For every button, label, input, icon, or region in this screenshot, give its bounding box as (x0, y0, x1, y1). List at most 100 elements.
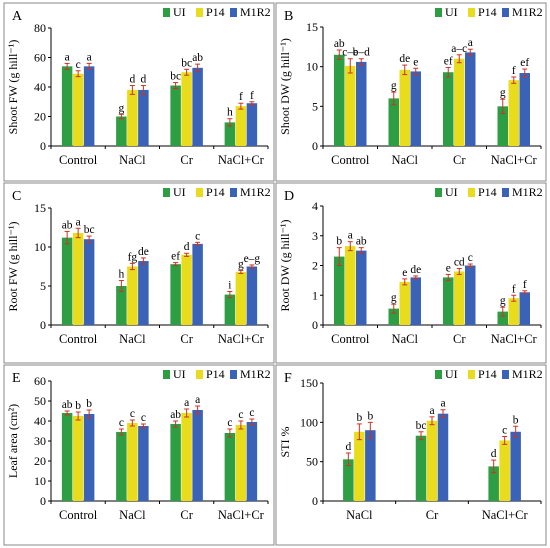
legend-label: M1R2 (512, 185, 543, 199)
bar-m1r2 (410, 277, 421, 325)
significance-letter: ab (334, 38, 345, 50)
legend-item-p14: P14 (196, 185, 225, 199)
bar-p14 (235, 106, 247, 146)
bar-m1r2 (83, 414, 95, 501)
significance-letter: f (512, 65, 516, 77)
significance-letter: d (345, 441, 351, 453)
bar-m1r2 (519, 292, 530, 325)
y-axis-label: Shoot DW (g hill⁻¹) (278, 38, 292, 135)
significance-letter: d (491, 448, 497, 460)
bar-p14 (426, 420, 438, 501)
y-tick-label: 0 (40, 494, 46, 508)
y-tick-label: 5 (40, 279, 46, 293)
significance-letter: g (500, 295, 506, 307)
legend-item-m1r2: M1R2 (230, 367, 271, 381)
x-tick-label: NaCl (119, 508, 146, 522)
x-tick-label: NaCl (346, 508, 373, 522)
significance-letter: b–d (353, 47, 371, 59)
legend-item-p14: P14 (468, 5, 497, 19)
bar-ui (334, 256, 345, 325)
legend-label: UI (173, 5, 186, 19)
panel-letter: C (12, 189, 21, 204)
legend-label: UI (445, 5, 458, 19)
significance-letter: de (138, 246, 149, 258)
bar-ui (343, 459, 354, 501)
panel-a: A UI P14 M1R2 0 20 40 60 80 Shoot FW (g hill⁻¹) Co… (3, 2, 275, 182)
x-tick-label: NaCl (392, 153, 419, 167)
y-tick-label: 10 (306, 60, 318, 74)
x-tick-label: NaCl+Cr (218, 332, 265, 346)
x-tick-label: Cr (180, 153, 193, 167)
bar-p14 (181, 413, 192, 501)
bar-ui (497, 311, 508, 325)
bar-ui (61, 413, 73, 501)
significance-letter: ef (520, 57, 529, 69)
legend-item-m1r2: M1R2 (230, 185, 271, 199)
y-tick-label: 10 (34, 474, 46, 488)
y-tick-label: 40 (34, 80, 46, 94)
legend-item-ui: UI (435, 367, 458, 381)
bar-p14 (72, 416, 84, 501)
legend-swatch (502, 8, 509, 17)
bar-p14 (345, 246, 356, 325)
x-tick-label: Cr (453, 332, 466, 346)
panel-letter: F (284, 371, 292, 386)
bar-m1r2 (246, 422, 258, 501)
y-tick-label: 50 (306, 455, 318, 469)
bar-p14 (499, 440, 510, 501)
bar-p14 (181, 254, 192, 325)
legend-swatch (230, 8, 237, 17)
bar-p14 (181, 72, 192, 146)
legend-item-m1r2: M1R2 (502, 367, 543, 381)
significance-letter: c (119, 417, 124, 429)
legend-item-p14: P14 (468, 185, 497, 199)
bar-m1r2 (192, 410, 203, 501)
bar-ui (497, 106, 508, 146)
y-tick-label: 0 (40, 139, 46, 153)
panel-c: C UI P14 M1R2 0 5 10 15 Root FW (g hill⁻¹) Contro… (3, 182, 275, 364)
bar-m1r2 (465, 52, 476, 146)
bar-m1r2 (365, 430, 376, 501)
bar-m1r2 (356, 61, 367, 147)
y-tick-label: 10 (34, 240, 46, 254)
significance-letter: bc (170, 71, 181, 83)
x-tick-label: Cr (180, 332, 193, 346)
significance-letter: g (119, 102, 125, 114)
legend-label: M1R2 (512, 367, 543, 381)
panel-letter: D (284, 189, 294, 204)
x-tick-label: Control (331, 153, 370, 167)
panel-border (275, 2, 547, 182)
significance-letter: a (76, 216, 81, 228)
panel-border (3, 2, 275, 182)
significance-letter: b (513, 414, 519, 426)
panel-border (3, 364, 275, 546)
bar-p14 (454, 58, 465, 146)
bar-m1r2 (192, 67, 203, 146)
y-axis-label: STI % (278, 427, 292, 458)
legend-swatch (435, 8, 442, 17)
significance-letter: ab (170, 409, 181, 421)
significance-letter: g (500, 87, 506, 99)
bar-ui (443, 277, 454, 325)
significance-letter: ab (192, 52, 203, 64)
x-tick-label: Control (59, 153, 98, 167)
bar-ui (61, 66, 73, 146)
y-tick-label: 20 (34, 454, 46, 468)
legend-swatch (163, 370, 170, 379)
legend-item-ui: UI (163, 185, 186, 199)
significance-letter: i (228, 279, 231, 291)
panel-letter: B (284, 9, 293, 24)
significance-letter: d (141, 74, 147, 86)
legend-swatch (196, 188, 203, 197)
significance-letter: ef (444, 55, 453, 67)
legend-label: M1R2 (512, 5, 543, 19)
significance-letter: d (184, 241, 190, 253)
bar-ui (116, 286, 127, 325)
significance-letter: b (75, 400, 81, 412)
y-tick-label: 80 (34, 21, 46, 35)
y-tick-label: 0 (312, 139, 318, 153)
bar-ui (388, 308, 399, 325)
legend-label: M1R2 (240, 5, 271, 19)
panel-border (275, 182, 547, 364)
bar-p14 (508, 80, 519, 146)
